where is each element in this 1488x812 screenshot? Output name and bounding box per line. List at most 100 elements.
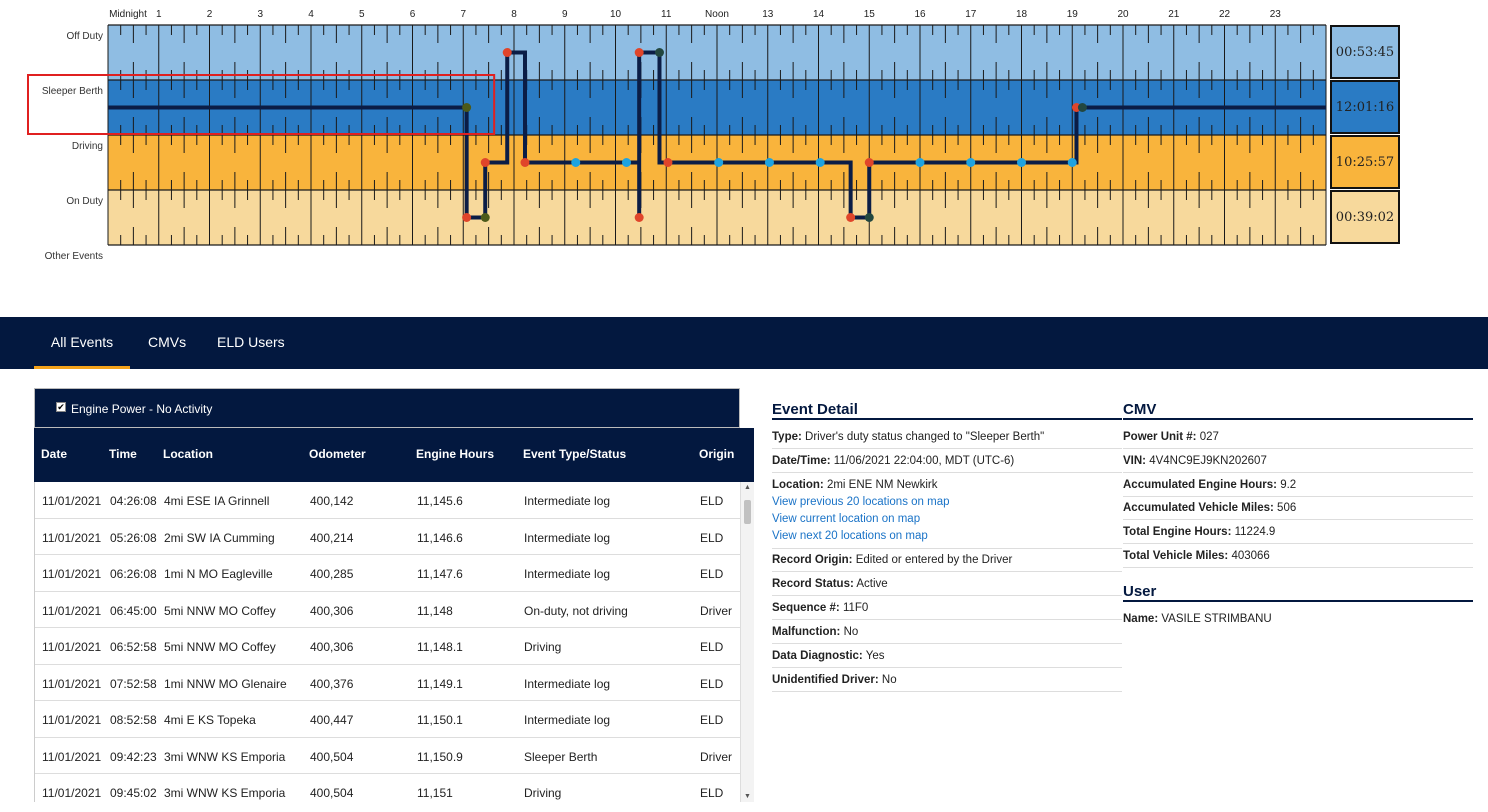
scroll-down-icon[interactable]: ▼ xyxy=(744,793,751,800)
detail-data-diagnostic: Data Diagnostic: Yes xyxy=(772,650,1122,668)
hour-label: 7 xyxy=(460,9,467,20)
cell-odometer: 400,214 xyxy=(310,530,354,545)
event-point xyxy=(1067,158,1077,167)
table-row[interactable]: 11/01/2021 07:52:58 1mi NNW MO Glenaire 400… xyxy=(35,665,740,701)
cell-date: 11/01/2021 xyxy=(42,640,102,654)
cmv-item-value: 506 xyxy=(1277,502,1297,515)
events-panel: ✔ Engine Power - No Activity Date Time L… xyxy=(34,388,754,802)
table-row[interactable]: 11/01/2021 08:52:58 4mi E KS Topeka 400,447… xyxy=(35,701,740,738)
cell-origin: ELD xyxy=(700,786,724,800)
cell-time: 08:52:58 xyxy=(110,713,157,727)
cell-odometer: 400,285 xyxy=(310,567,354,581)
cell-event-type: Sleeper Berth xyxy=(524,749,598,764)
hour-label: 16 xyxy=(914,9,926,20)
tab-eld-users[interactable]: ELD Users xyxy=(217,334,285,350)
detail-diagnostic-value: Yes xyxy=(865,650,885,662)
hour-label: 10 xyxy=(609,9,622,20)
row-label-driving: Driving xyxy=(71,141,103,152)
cmv-title: CMV xyxy=(1123,401,1473,420)
table-row[interactable]: 11/01/2021 09:42:23 3mi WNW KS Emporia 400,… xyxy=(35,738,740,774)
total-off-duty: 00:53:45 xyxy=(1330,25,1400,79)
event-point xyxy=(815,158,825,167)
cmv-item-label: Total Engine Hours: xyxy=(1123,526,1232,539)
hour-label: 22 xyxy=(1218,9,1231,20)
table-header: Date Time Location Odometer Engine Hours… xyxy=(34,428,754,482)
table-row[interactable]: 11/01/2021 05:26:08 2mi SW IA Cumming 400,2… xyxy=(35,519,740,555)
cell-location: 1mi NNW MO Glenaire xyxy=(164,676,287,691)
column-time[interactable]: Time xyxy=(109,447,137,461)
row-label-sleeper-berth: Sleeper Berth xyxy=(41,86,103,97)
cell-engine-hours: 11,146.6 xyxy=(417,530,463,545)
hour-label: 5 xyxy=(358,9,365,20)
detail-record-origin: Record Origin: Edited or entered by the … xyxy=(772,554,1122,572)
hour-label: 8 xyxy=(511,9,517,20)
cell-date: 11/01/2021 xyxy=(42,786,102,800)
event-point xyxy=(502,48,512,57)
cell-time: 06:45:00 xyxy=(110,603,157,618)
cell-location: 4mi ESE IA Grinnell xyxy=(164,494,270,508)
event-point xyxy=(520,158,530,167)
cell-time: 06:52:58 xyxy=(110,640,157,654)
event-point xyxy=(634,48,644,57)
cell-date: 11/01/2021 xyxy=(42,749,102,764)
cell-odometer: 400,306 xyxy=(310,640,354,654)
column-event-type[interactable]: Event Type/Status xyxy=(523,447,627,461)
filter-bar: ✔ Engine Power - No Activity xyxy=(34,388,740,428)
view-previous-locations-link[interactable]: View previous 20 locations on map xyxy=(772,496,950,508)
tab-cmvs[interactable]: CMVs xyxy=(148,334,187,350)
table-scrollbar[interactable]: ▲ ▼ xyxy=(740,482,754,802)
detail-unidentified-driver: Unidentified Driver: No xyxy=(772,674,1122,692)
event-point xyxy=(864,158,874,167)
column-engine-hours[interactable]: Engine Hours xyxy=(416,447,495,461)
event-point xyxy=(714,158,724,167)
column-odometer[interactable]: Odometer xyxy=(309,447,366,461)
table-row[interactable]: 11/01/2021 04:26:08 4mi ESE IA Grinnell 400… xyxy=(35,482,740,519)
detail-location-label: Location: xyxy=(772,479,824,491)
detail-sequence: Sequence #: 11F0 xyxy=(772,602,1122,620)
scroll-up-icon[interactable]: ▲ xyxy=(744,484,751,491)
hour-label: 1 xyxy=(155,9,162,20)
cmv-item: Total Vehicle Miles: 403066 xyxy=(1123,550,1473,568)
cell-origin: ELD xyxy=(700,676,724,691)
cell-time: 04:26:08 xyxy=(110,494,157,508)
cell-location: 2mi SW IA Cumming xyxy=(164,530,275,545)
cell-odometer: 400,142 xyxy=(310,494,354,508)
event-point xyxy=(764,158,774,167)
hour-label: 6 xyxy=(409,9,416,20)
view-current-location-link[interactable]: View current location on map xyxy=(772,513,921,525)
event-point xyxy=(864,213,874,222)
detail-status-value: Active xyxy=(856,578,888,590)
cell-event-type: On-duty, not driving xyxy=(524,603,628,618)
sleeper-berth-highlight xyxy=(27,74,496,135)
column-origin[interactable]: Origin xyxy=(699,447,735,461)
cell-location: 1mi N MO Eagleville xyxy=(164,567,273,581)
user-name: Name: VASILE STRIMBANU xyxy=(1123,613,1473,630)
detail-origin-label: Record Origin: xyxy=(772,554,853,566)
detail-type-value: Driver's duty status changed to "Sleeper… xyxy=(805,431,1045,443)
cell-event-type: Driving xyxy=(524,640,562,654)
event-detail-title: Event Detail xyxy=(772,401,1122,420)
table-row[interactable]: 11/01/2021 06:52:58 5mi NNW MO Coffey 400,3… xyxy=(35,628,740,665)
table-row[interactable]: 11/01/2021 06:26:08 1mi N MO Eagleville 400… xyxy=(35,555,740,592)
hour-label: 11 xyxy=(661,9,672,20)
tab-bar: All Events CMVs ELD Users xyxy=(0,317,1488,369)
table-row[interactable]: 11/01/2021 06:45:00 5mi NNW MO Coffey 400,3… xyxy=(35,592,740,628)
column-location[interactable]: Location xyxy=(163,447,213,461)
table-row[interactable]: 11/01/2021 09:45:02 3mi WNW KS Emporia 400,… xyxy=(35,774,740,802)
detail-sequence-label: Sequence #: xyxy=(772,602,840,614)
cell-date: 11/01/2021 xyxy=(42,567,102,581)
scroll-thumb[interactable] xyxy=(744,500,751,524)
cell-odometer: 400,504 xyxy=(310,786,354,800)
engine-power-checkbox[interactable]: ✔ xyxy=(56,402,66,412)
column-date[interactable]: Date xyxy=(41,447,68,461)
cell-time: 09:42:23 xyxy=(110,749,157,764)
tab-all-events[interactable]: All Events xyxy=(34,317,130,369)
detail-type-label: Type: xyxy=(772,431,802,443)
cmv-item: Power Unit #: 027 xyxy=(1123,431,1473,449)
event-point xyxy=(634,213,644,222)
detail-status-label: Record Status: xyxy=(772,578,854,590)
view-next-locations-link[interactable]: View next 20 locations on map xyxy=(772,530,928,542)
cell-engine-hours: 11,150.1 xyxy=(417,713,463,727)
hour-label: 14 xyxy=(812,9,825,20)
hour-label: 15 xyxy=(863,9,875,20)
